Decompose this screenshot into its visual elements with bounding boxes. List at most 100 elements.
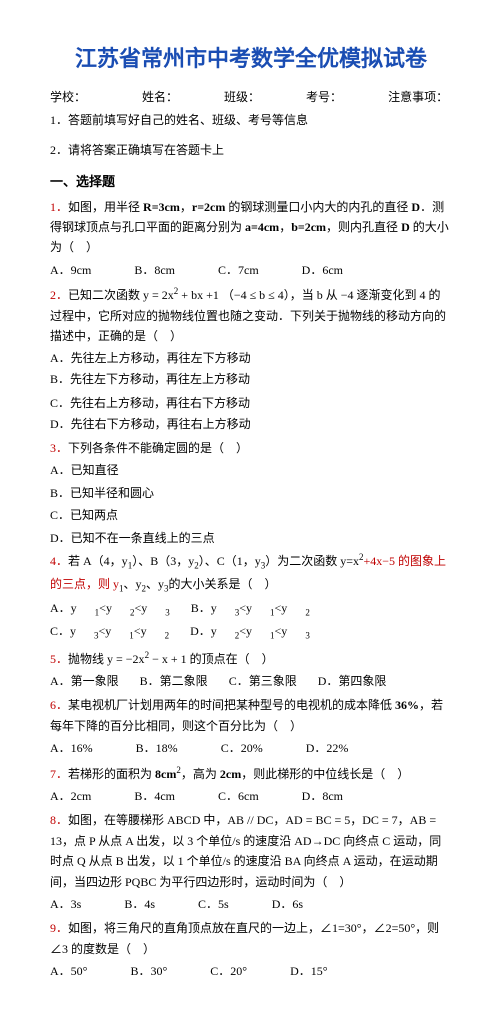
q1-b: b=2cm — [291, 220, 326, 234]
q1-opt-b: B．8cm — [134, 260, 175, 280]
q1-te: ， — [279, 220, 291, 234]
q6-ta: 某电视机厂计划用两年的时间把某种型号的电视机的成本降低 — [68, 698, 395, 712]
q1-tf: ，则内孔直径 — [326, 220, 401, 234]
q4-options: A．y1<y2<y3 B．y3<y1<y2 C．y3<y1<y2 D．y2<y1… — [50, 598, 452, 643]
q5-num: 5． — [50, 652, 68, 666]
q2-ta: 已知二次函数 y = 2x — [68, 288, 174, 302]
q7-opt-b: B．4cm — [134, 786, 175, 806]
q4a-b: <y — [99, 598, 112, 618]
q4d-s3: 3 — [305, 630, 310, 640]
q6-opt-d: D．22% — [306, 738, 349, 758]
q8-opt-a: A．3s — [50, 894, 81, 914]
q1-r2: r=2cm — [192, 200, 226, 214]
q8-opt-c: C．5s — [198, 894, 229, 914]
q7-opt-c: C．6cm — [218, 786, 259, 806]
q7-area: 8cm — [155, 767, 176, 781]
q8-opt-d: D．6s — [272, 894, 303, 914]
q7-tc: ，则此梯形的中位线长是（ ） — [241, 767, 409, 781]
q1-tc: 的钢球测量口小内大的内孔的直径 — [225, 200, 411, 214]
page-title: 江苏省常州市中考数学全优模拟试卷 — [50, 40, 452, 77]
q7-tb: ，高为 — [181, 767, 220, 781]
question-3: 3．下列各条件不能确定圆的是（ ） — [50, 438, 452, 458]
q8-num: 8． — [50, 813, 68, 827]
q7-options: A．2cm B．4cm C．6cm D．8cm — [50, 786, 452, 806]
q6-num: 6． — [50, 698, 68, 712]
question-4: 4．若 A（4，y1）、B（3，y2）、C（1，y3）为二次函数 y=x2+4x… — [50, 550, 452, 596]
q4-opt-c: C．y3<y1<y2 — [50, 621, 169, 644]
q6-opt-a: A．16% — [50, 738, 93, 758]
q2-opt-c: C．先往右上方移动，再往右下方移动 — [50, 393, 250, 413]
examno-label: 考号： — [306, 87, 342, 107]
q5-options: A．第一象限 B．第二象限 C．第三象限 D．第四象限 — [50, 671, 452, 691]
q7-h: 2cm — [220, 767, 241, 781]
q2-options-row1: A．先往左上方移动，再往左下方移动 B．先往左下方移动，再往左上方移动 — [50, 348, 452, 389]
q4b-s3: 2 — [305, 608, 310, 618]
header-fields: 学校： 姓名： 班级： 考号： 注意事项： — [50, 87, 452, 107]
q6-pct: 36% — [395, 698, 419, 712]
question-6: 6．某电视机厂计划用两年的时间把某种型号的电视机的成本降低 36%，若每年下降的… — [50, 695, 452, 736]
q8-options: A．3s B．4s C．5s D．6s — [50, 894, 452, 914]
q9-opt-c: C．20° — [210, 961, 247, 981]
q7-opt-d: D．8cm — [302, 786, 343, 806]
section-1-title: 一、选择题 — [50, 171, 452, 193]
q9-opt-b: B．30° — [130, 961, 167, 981]
q4d-b: <y — [239, 621, 252, 641]
q5-opt-d: D．第四象限 — [318, 671, 387, 691]
question-8: 8．如图，在等腰梯形 ABCD 中，AB // DC，AD = BC = 5，D… — [50, 810, 452, 892]
q2-opt-b: B．先往左下方移动，再往左上方移动 — [50, 369, 250, 389]
q1-opt-d: D．6cm — [302, 260, 343, 280]
q4a-c: <y — [134, 598, 147, 618]
q4-opt-d: D．y2<y1<y3 — [190, 621, 310, 644]
attention-label: 注意事项： — [388, 87, 448, 107]
q4c-b: <y — [99, 621, 112, 641]
q6-opt-b: B．18% — [136, 738, 178, 758]
q1-num: 1． — [50, 200, 68, 214]
q1-opt-a: A．9cm — [50, 260, 91, 280]
q4d-c: <y — [275, 621, 288, 641]
q4b-b: <y — [239, 598, 252, 618]
q4d-a: D．y — [190, 621, 217, 641]
q4-td: ）为二次函数 y=x — [265, 554, 359, 568]
class-label: 班级： — [224, 87, 260, 107]
school-label: 学校： — [50, 87, 86, 107]
q4a-a: A．y — [50, 598, 77, 618]
q1-d: D — [411, 200, 420, 214]
question-1: 1．如图，用半径 R=3cm，r=2cm 的钢球测量口小内大的内孔的直径 D．测… — [50, 197, 452, 258]
q9-num: 9． — [50, 921, 68, 935]
q4b-a: B．y — [191, 598, 217, 618]
q2-opt-a: A．先往左上方移动，再往左下方移动 — [50, 348, 251, 368]
q4-tg: 、y — [146, 577, 164, 591]
q3-text: 下列各条件不能确定圆的是（ ） — [68, 441, 248, 455]
q4-opt-a: A．y1<y2<y3 — [50, 598, 170, 621]
q4-tf: 、y — [124, 577, 142, 591]
q7-num: 7． — [50, 767, 68, 781]
q1-options: A．9cm B．8cm C．7cm D．6cm — [50, 260, 452, 280]
q6-options: A．16% B．18% C．20% D．22% — [50, 738, 452, 758]
q5-ta: 抛物线 y = −2x — [68, 652, 145, 666]
q4c-s3: 2 — [165, 630, 170, 640]
q3-num: 3． — [50, 441, 68, 455]
q1-a: a=4cm — [245, 220, 279, 234]
note-2: 2．请将答案正确填写在答题卡上 — [50, 140, 452, 160]
q9-options: A．50° B．30° C．20° D．15° — [50, 961, 452, 981]
q2-num: 2． — [50, 288, 68, 302]
q4c-c: <y — [134, 621, 147, 641]
q4-tc: ）、C（1，y — [199, 554, 261, 568]
q9-opt-a: A．50° — [50, 961, 87, 981]
q6-opt-c: C．20% — [221, 738, 263, 758]
q4c-a: C．y — [50, 621, 76, 641]
name-label: 姓名： — [142, 87, 178, 107]
q4a-s3: 3 — [165, 608, 170, 618]
q1-d2: D — [401, 220, 410, 234]
q8-ta: 如图，在等腰梯形 ABCD 中，AB // DC，AD = BC = 5，DC … — [50, 813, 441, 888]
q7-opt-a: A．2cm — [50, 786, 91, 806]
question-7: 7．若梯形的面积为 8cm2，高为 2cm，则此梯形的中位线长是（ ） — [50, 763, 452, 784]
q1-opt-c: C．7cm — [218, 260, 259, 280]
question-2: 2．已知二次函数 y = 2x2 + bx +1 （−4 ≤ b ≤ 4），当 … — [50, 284, 452, 346]
note-1: 1．答题前填写好自己的姓名、班级、考号等信息 — [50, 110, 452, 130]
q1-text-a: 如图，用半径 — [68, 200, 143, 214]
q8-opt-b: B．4s — [124, 894, 155, 914]
q1-r1: R=3cm — [143, 200, 180, 214]
q1-tb: ， — [180, 200, 192, 214]
q5-opt-c: C．第三象限 — [229, 671, 297, 691]
